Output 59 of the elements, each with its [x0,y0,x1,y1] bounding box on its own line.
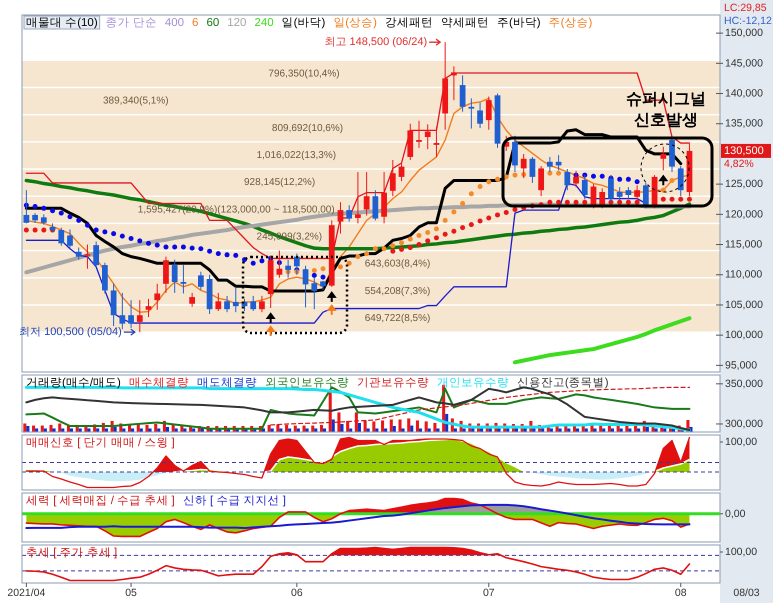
series-label: 기관보유수량 [356,377,429,389]
text: 6 [192,17,198,29]
text: 매도체결량 [196,377,257,389]
annotation: 최저 100,500 (05/04) [19,326,122,338]
annotation: 강세패턴 [384,17,433,29]
annotation: 최고 148,500 (06/24) [324,36,428,48]
series-label: 외국인보유수량 [264,377,349,389]
chart-title: 추세 [ 주가 추세 ] [26,547,118,559]
text: 4,82% [724,158,754,170]
y-tick-label: 110,000 [725,268,762,281]
annotation: 일(상승) [333,17,378,29]
band-label: 554,208(7,3%) [364,286,430,297]
y-tick-label: 115,000 [725,238,762,251]
annotation: 약세패턴 [440,17,489,29]
y-tick-label: 145,000 [725,57,764,70]
y-tick-label: 125,000 [725,178,764,190]
x-tick-label: 06 [290,587,303,599]
band-label: 796,350(10,4%) [268,68,340,80]
y-tick-label: 100,000 [725,329,764,342]
text: LC:29,85 [724,2,767,14]
text: 100,00 [725,436,758,448]
text: 0,00 [725,508,746,520]
x-tick-label: 07 [482,587,495,599]
y-tick-label: 95,000 [725,359,758,372]
legend-title: 종가 단순 [106,17,157,29]
text: 100,00 [725,546,758,558]
text: 개인보유수량 [436,377,509,389]
text: 60 [206,17,220,29]
chart-title: 세력 [ 세력매집 / 수급 추세 ] [26,495,175,507]
chart-title: 매매신호 [ 단기 매매 / 스윙 ] [26,437,175,449]
y-tick-label: 120,000 [725,208,764,220]
text: 매수체결량 [128,377,189,389]
annotation: 일(바닥) [282,17,326,29]
band-label: 649,722(8,5%) [364,313,430,324]
text: HC:-12,12 [724,15,772,27]
y-tick-label: 300,000 [725,418,764,430]
chart-title: 매물대 수(10) [26,17,98,29]
text: 240 [254,17,274,29]
band-label: 1,016,022(13,3%) [256,150,336,161]
text: 08/03 [733,587,760,599]
annotation: 400 [164,17,184,29]
y-tick-label: 105,000 [725,298,764,311]
x-tick-label: 2021/04 [7,587,46,599]
y-tick-label: 140,000 [725,88,764,100]
annotation: 주(상승) [548,17,592,29]
band-label: 928,145(12,2%) [244,177,316,188]
band-label: 809,692(10,6%) [272,122,344,134]
y-tick-label: 135,000 [725,118,764,130]
series-label: 신하 [ 수급 지지선 ] [182,495,286,507]
y-tick-label: 150,000 [725,27,764,40]
y-tick-label: 350,000 [725,378,764,390]
annotation: 주(바닥) [496,17,541,29]
text: 120 [227,17,246,29]
band-label: 643,603(8,4%) [364,258,430,270]
series-label: 신용잔고(종목별) [516,377,609,389]
band-label: 389,340(5,1%) [102,96,169,107]
x-tick-label: 08 [674,587,687,599]
x-tick-label: 05 [125,587,138,599]
text: 130,500 [724,144,764,157]
